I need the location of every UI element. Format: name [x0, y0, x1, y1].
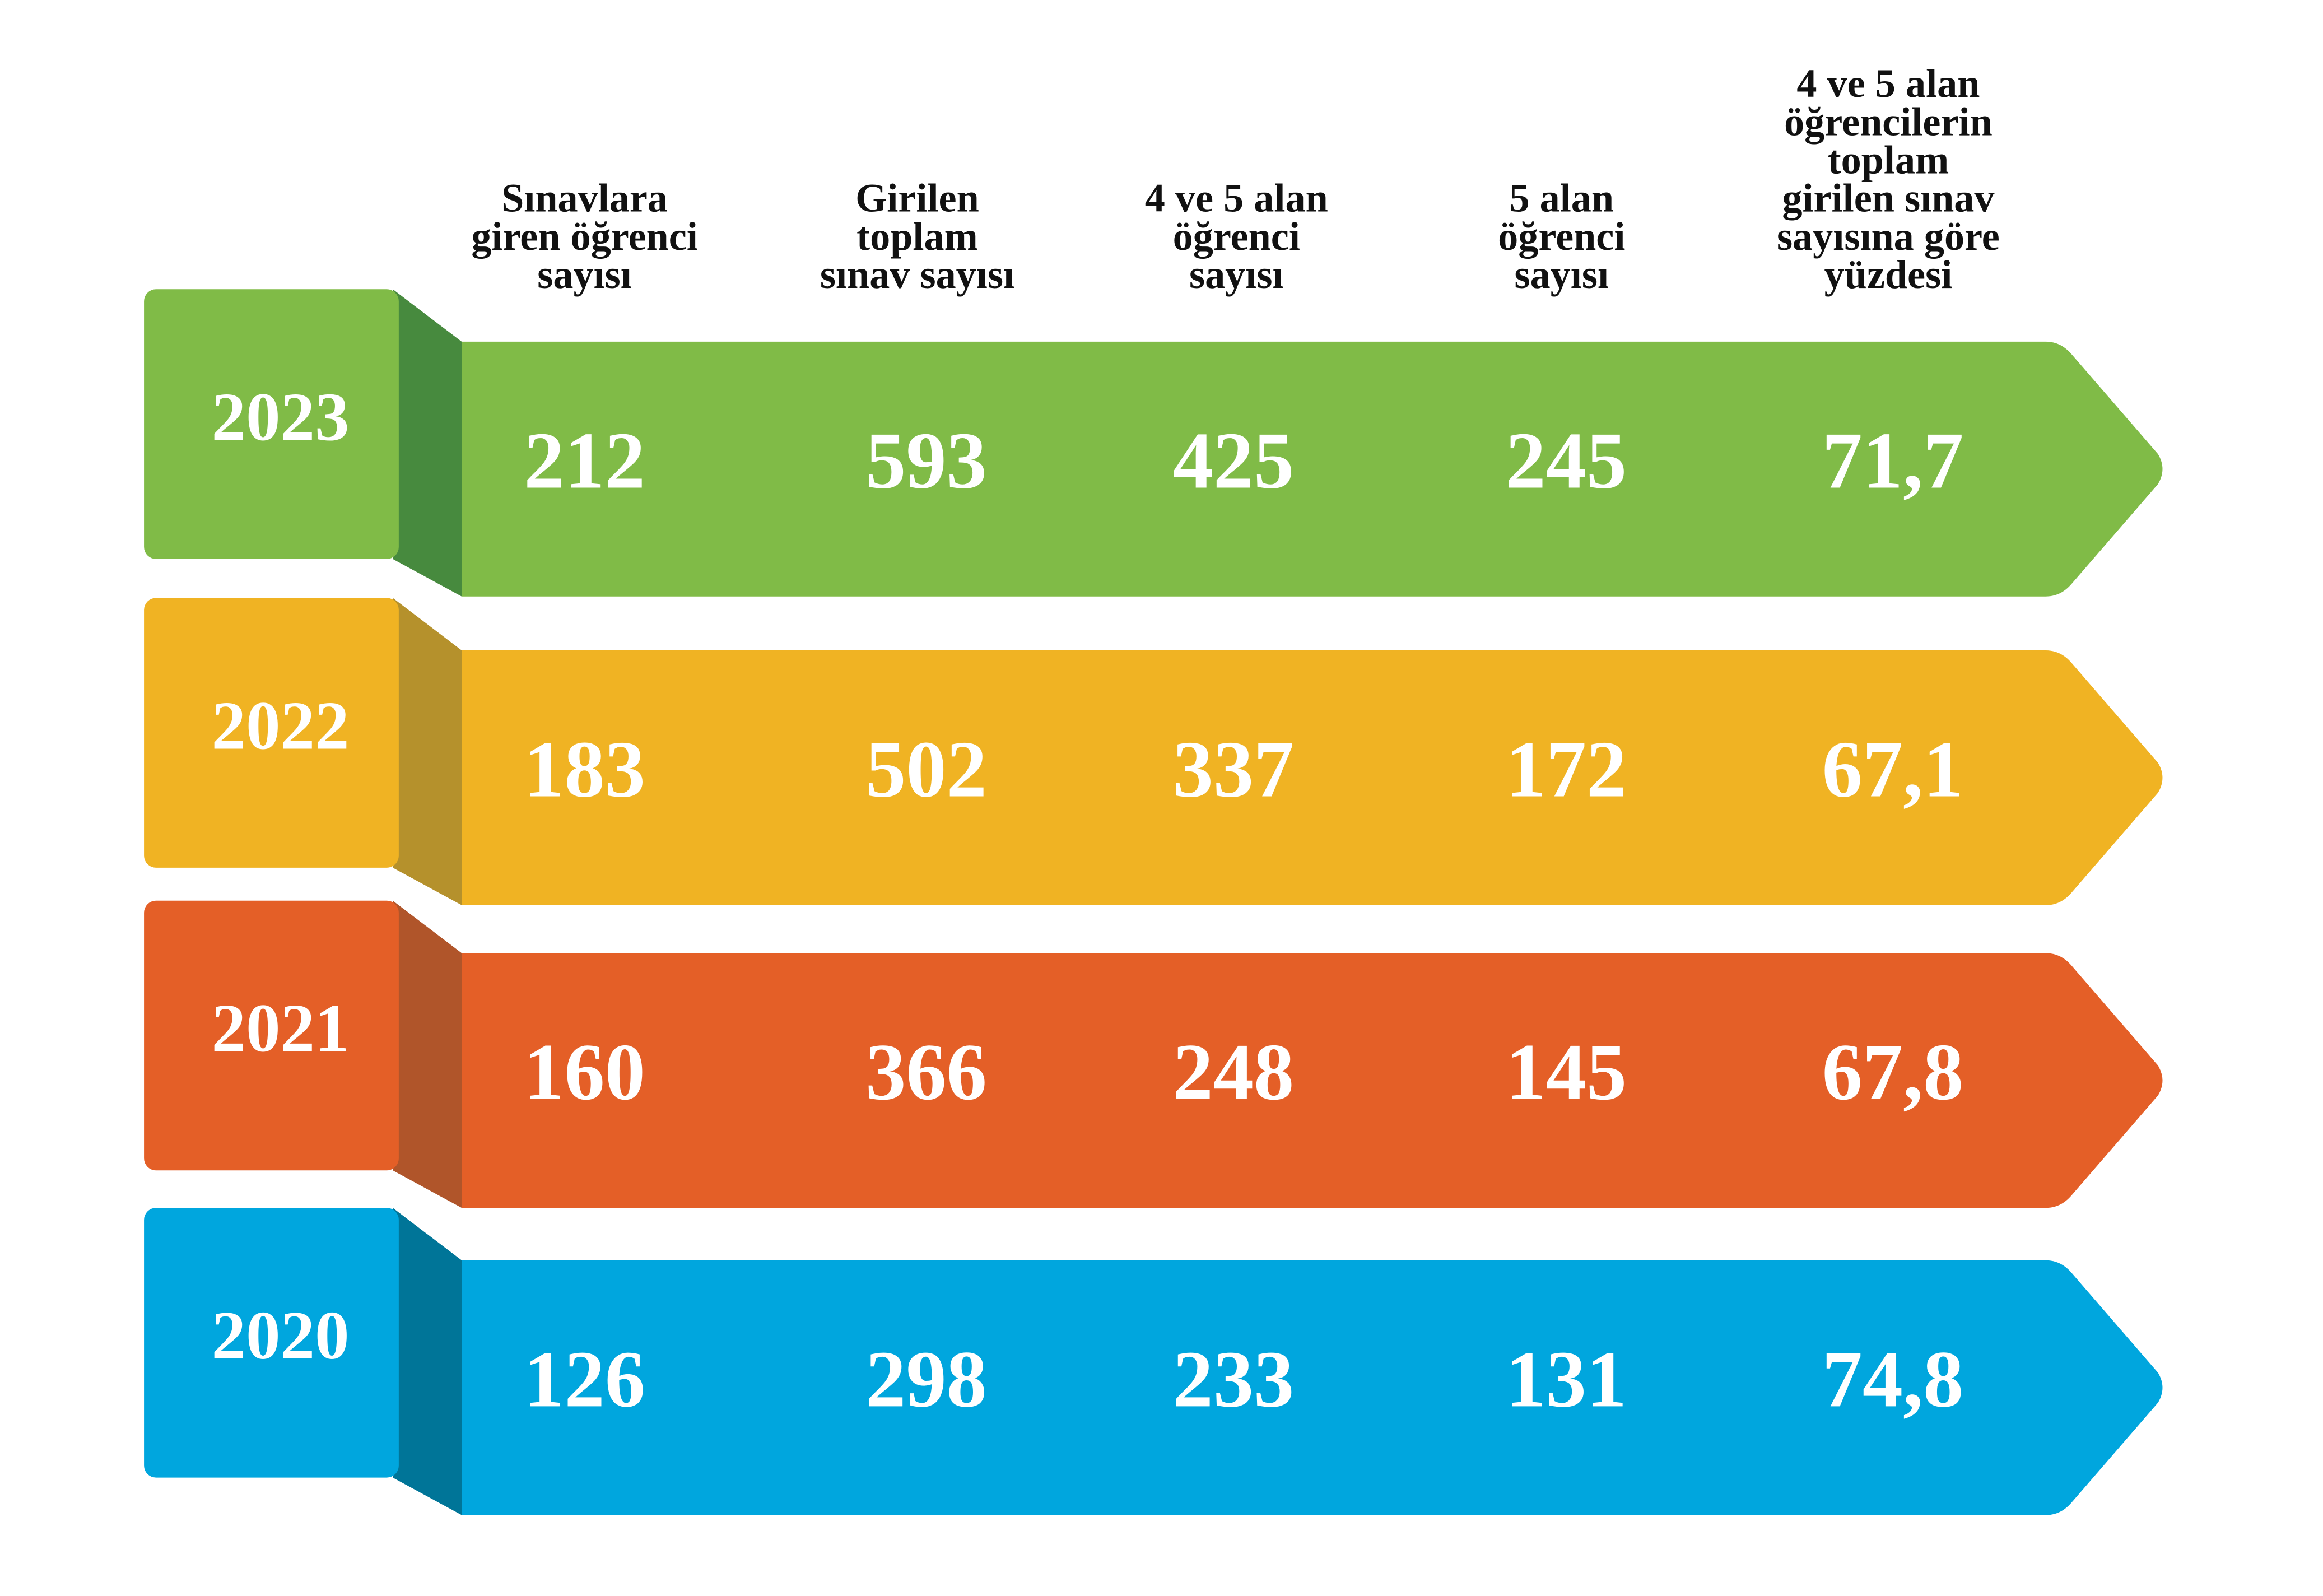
row-arrow — [462, 953, 2163, 1208]
column-header: sayısına göre — [1777, 214, 2000, 259]
column-header: Girilen — [855, 176, 979, 221]
cell-value: 298 — [865, 1334, 987, 1424]
cell-value: 245 — [1505, 416, 1627, 505]
year-label: 2020 — [211, 1297, 349, 1374]
cell-value: 593 — [865, 416, 987, 505]
column-header: sayısı — [1189, 252, 1284, 297]
row-fold — [393, 598, 462, 905]
cell-value: 337 — [1173, 725, 1295, 815]
cell-value: 502 — [865, 725, 987, 815]
year-tab — [144, 1208, 399, 1478]
row-fold — [393, 900, 462, 1208]
column-header: sayısı — [1514, 252, 1609, 297]
cell-value: 183 — [524, 725, 645, 815]
cell-value: 160 — [524, 1027, 645, 1117]
row-arrow — [462, 341, 2163, 597]
column-header: öğrencilerin — [1784, 99, 1993, 144]
column-header: 5 alan — [1509, 176, 1614, 221]
cell-value: 172 — [1505, 725, 1627, 815]
column-header: öğrenci — [1173, 214, 1300, 259]
column-header: yüzdesi — [1824, 252, 1953, 297]
row-fold — [393, 289, 462, 597]
column-header: Sınavlara — [501, 176, 668, 221]
cell-value: 425 — [1173, 416, 1295, 505]
column-header: sınav sayısı — [820, 252, 1014, 297]
cell-value: 71,7 — [1822, 416, 1964, 505]
row-arrow — [462, 1260, 2163, 1515]
cell-value: 74,8 — [1822, 1334, 1964, 1424]
cell-value: 212 — [524, 416, 645, 505]
column-header: giren öğrenci — [471, 214, 698, 259]
column-header: 4 ve 5 alan — [1145, 176, 1328, 221]
year-tab — [144, 900, 399, 1171]
year-tab — [144, 598, 399, 868]
column-header: sayısı — [537, 252, 632, 297]
year-tab — [144, 289, 399, 559]
cell-value: 131 — [1505, 1334, 1627, 1424]
cell-value: 248 — [1173, 1027, 1295, 1117]
year-label: 2023 — [211, 378, 349, 455]
column-header: toplam — [1828, 138, 1949, 183]
cell-value: 233 — [1173, 1334, 1295, 1424]
column-header: girilen sınav — [1782, 176, 1995, 221]
year-label: 2022 — [211, 687, 349, 764]
cell-value: 67,8 — [1822, 1027, 1964, 1117]
cell-value: 145 — [1505, 1027, 1627, 1117]
row-fold — [393, 1208, 462, 1515]
column-header: öğrenci — [1498, 214, 1625, 259]
cell-value: 366 — [865, 1027, 987, 1117]
row-arrow — [462, 650, 2163, 905]
cell-value: 126 — [524, 1334, 645, 1424]
column-header: toplam — [856, 214, 978, 259]
year-label: 2021 — [211, 990, 349, 1067]
cell-value: 67,1 — [1822, 725, 1964, 815]
column-header: 4 ve 5 alan — [1796, 61, 1980, 106]
